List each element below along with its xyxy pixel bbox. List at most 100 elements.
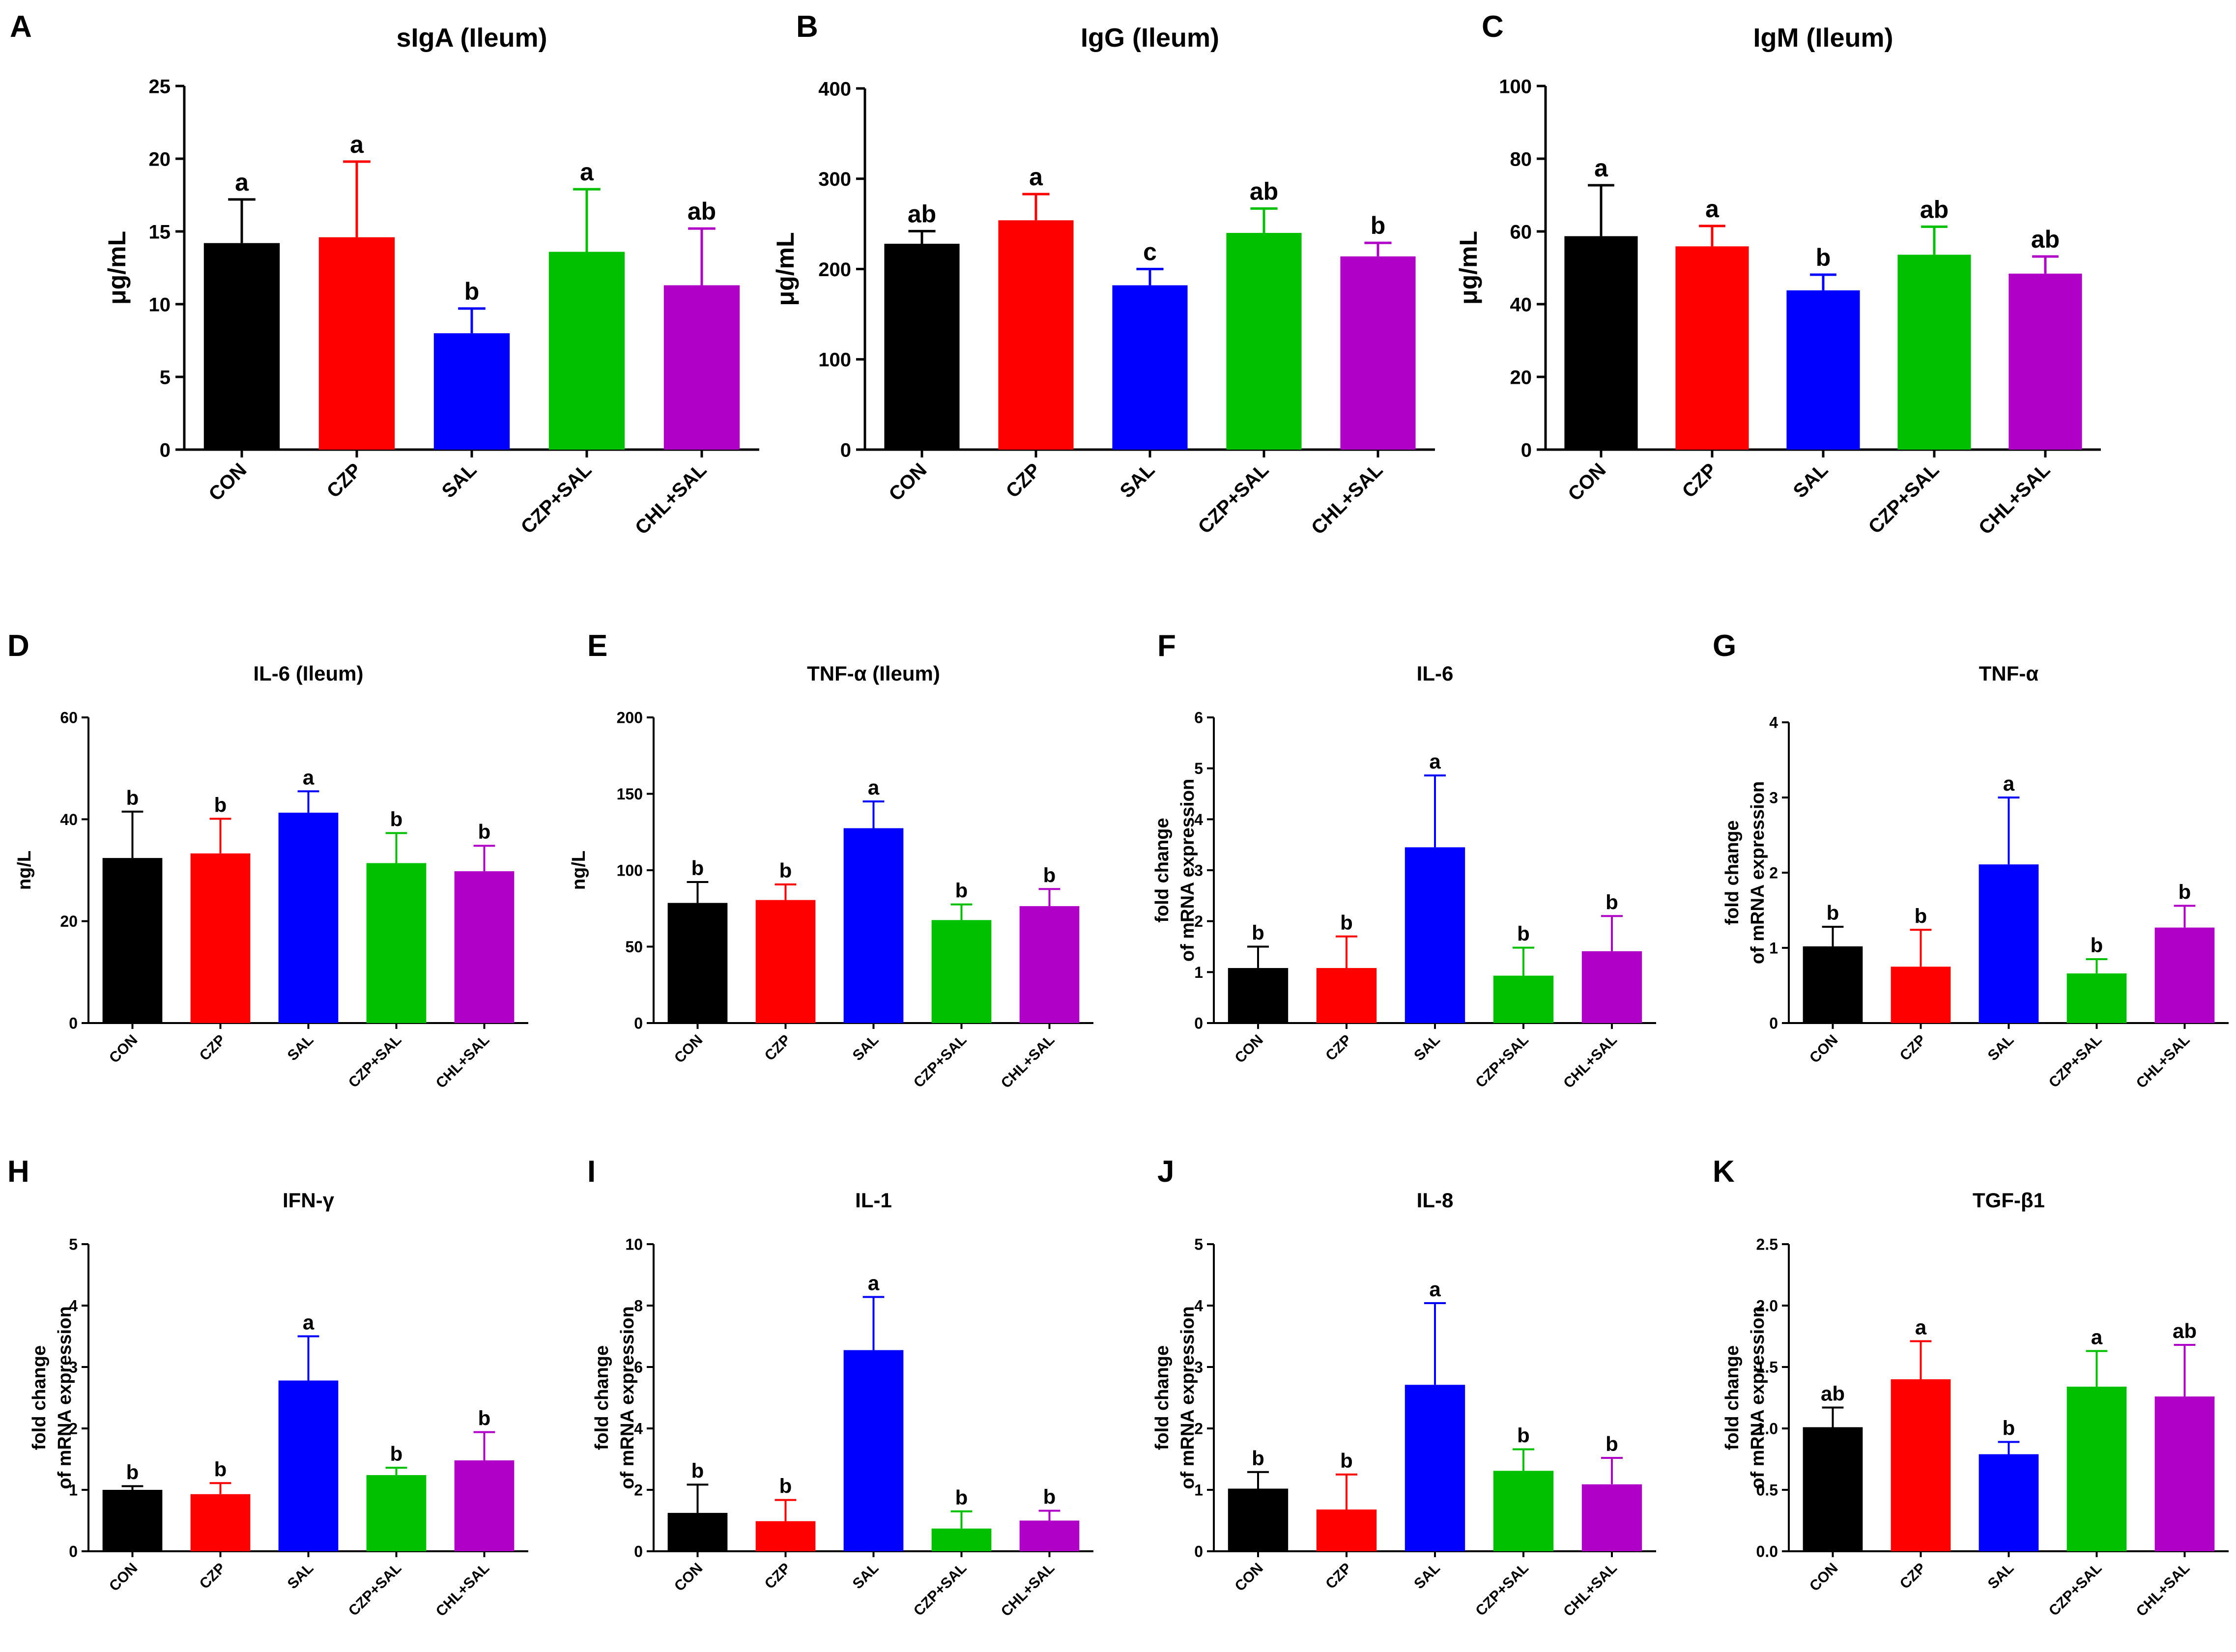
bar-sal [843,1350,904,1551]
x-tick-label: CON [1564,459,1610,505]
significance-letter: a [350,131,364,158]
x-tick-label: CHL+SAL [998,1032,1058,1092]
significance-letter: a [580,158,594,186]
y-tick-label: 0 [1521,439,1532,461]
x-tick-label: CZP [1897,1560,1929,1593]
panel-c: C IgM (Ileum) μg/mL 0 20 40 60 80 100 a CON a CZP b SA… [1455,10,2101,539]
y-axis-label-line: of mRNA expression [55,1306,75,1489]
y-tick-label: 40 [60,811,78,828]
x-tick-label: CZP [1002,459,1045,502]
panel-g: G TNF-α fold change of mRNA expression 0 1 2 3 4… [1713,629,2229,1091]
significance-letter: b [2003,1417,2015,1440]
bar-con [1564,236,1638,450]
significance-letter: b [214,1457,227,1481]
significance-letter: ab [1821,1382,1845,1405]
y-tick-label: 0 [840,439,851,461]
y-tick-label: 4 [1769,714,1778,732]
y-axis-label: fold change of mRNA expression [1152,1306,1198,1489]
y-axis-label-line: fold change [29,1345,50,1450]
bar-chl-sal [1581,951,1642,1023]
x-tick-label: CZP [1322,1560,1355,1593]
panel-label: H [7,1155,29,1189]
bar-sal [1405,1385,1465,1551]
x-tick-label: CON [1232,1032,1266,1066]
significance-letter: b [1816,244,1831,271]
significance-letter: ab [1920,196,1949,223]
significance-letter: b [779,859,792,882]
panel-i: I IL-1 fold change of mRNA expression 0 2 4 6 8 1… [587,1155,1093,1620]
bar-czp-sal [548,252,625,450]
y-axis-label: fold change of mRNA expression [1722,781,1768,964]
y-tick-label: 50 [625,938,643,956]
bar-czp-sal [931,1528,992,1551]
x-tick-label: CZP+SAL [517,459,596,538]
significance-letter: b [1340,911,1353,934]
y-axis-label: μg/mL [1455,231,1482,305]
significance-letter: a [303,766,315,789]
y-tick-label: 100 [1499,76,1532,97]
bar-czp [318,237,395,450]
y-tick-label: 2.5 [1756,1236,1778,1253]
x-tick-label: CHL+SAL [1560,1560,1620,1620]
bar-con [203,243,280,450]
y-tick-label: 1.0 [1756,1420,1778,1438]
panel-label: D [7,629,29,663]
y-tick-label: 5 [160,367,171,388]
chart-title: TGF-β1 [1973,1189,2045,1212]
y-tick-label: 0 [1194,1015,1203,1032]
y-axis-label-line: of mRNA expression [617,1306,638,1489]
significance-letter: b [1371,212,1386,239]
significance-letter: b [1252,1447,1264,1470]
y-tick-label: 6 [1194,709,1203,727]
significance-letter: b [2091,934,2103,957]
y-tick-label: 150 [617,785,643,803]
chart-title: IL-6 [1417,662,1454,685]
y-tick-label: 15 [149,221,171,243]
y-tick-label: 200 [617,709,643,727]
x-tick-label: SAL [1411,1032,1443,1064]
significance-letter: b [1517,1424,1530,1447]
y-axis-label-line: μg/mL [1455,231,1482,305]
y-tick-label: 2 [1769,864,1778,882]
y-axis-label-line: of mRNA expression [1177,779,1198,962]
bar-czp-sal [366,863,427,1023]
panel-j: J IL-8 fold change of mRNA expression 0 1 2 3 4 5… [1152,1155,1656,1620]
significance-letter: b [691,1459,704,1482]
x-tick-label: CZP+SAL [345,1032,405,1091]
significance-letter: ab [1250,177,1278,205]
y-axis-label-line: of mRNA expression [1748,1306,1768,1489]
significance-letter: b [691,856,704,880]
x-tick-label: CZP [1678,459,1721,502]
y-axis-label: fold change of mRNA expression [592,1306,638,1489]
y-axis-label: ng/L [14,851,35,890]
panel-f: F IL-6 fold change of mRNA expression 0 1 2 3 4 5… [1152,629,1656,1091]
y-tick-label: 3 [69,1359,78,1376]
y-tick-label: 20 [149,148,171,170]
x-tick-label: CZP [197,1032,229,1064]
chart-title: IL-1 [855,1189,892,1212]
x-tick-label: CON [106,1560,141,1595]
y-tick-label: 100 [818,349,851,371]
y-axis-label: μg/mL [103,231,131,305]
bar-czp [1316,1510,1377,1551]
y-axis-label: μg/mL [772,232,799,306]
bar-czp-sal [931,920,992,1023]
bar-con [1803,946,1863,1023]
x-tick-label: CON [204,459,251,505]
bar-czp-sal [1493,975,1554,1023]
significance-letter: b [1340,1449,1353,1472]
y-tick-label: 3 [1194,862,1203,880]
y-tick-label: 5 [1194,1236,1203,1253]
bar-sal [843,828,904,1023]
panel-label: C [1482,10,1504,44]
significance-letter: ab [908,200,936,228]
y-tick-label: 25 [149,76,171,97]
y-axis-label-line: fold change [592,1345,612,1450]
x-tick-label: CZP+SAL [911,1032,970,1091]
significance-letter: b [478,1407,491,1430]
bar-czp [998,220,1074,450]
panel-b: B IgG (Ileum) μg/mL 0 100 200 300 400 ab CON a CZP c… [772,10,1435,539]
bar-czp-sal [2066,1387,2127,1551]
bar-czp [1316,968,1377,1023]
x-tick-label: SAL [1985,1032,2017,1064]
